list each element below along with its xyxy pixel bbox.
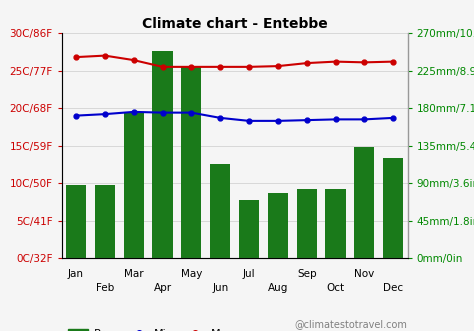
Bar: [383, 158, 403, 258]
Bar: [124, 112, 144, 258]
Text: Oct: Oct: [327, 283, 345, 293]
Text: Sep: Sep: [297, 269, 317, 279]
Text: Feb: Feb: [96, 283, 114, 293]
Text: Mar: Mar: [124, 269, 144, 279]
Bar: [239, 200, 259, 258]
Bar: [95, 185, 115, 258]
Text: @climatestotravel.com: @climatestotravel.com: [295, 319, 408, 329]
Bar: [153, 51, 173, 258]
Bar: [326, 189, 346, 258]
Text: Jan: Jan: [68, 269, 84, 279]
Text: Jul: Jul: [243, 269, 255, 279]
Bar: [181, 67, 201, 258]
Bar: [268, 193, 288, 258]
Text: May: May: [181, 269, 202, 279]
Bar: [210, 164, 230, 258]
Text: Dec: Dec: [383, 283, 403, 293]
Text: Aug: Aug: [268, 283, 288, 293]
Title: Climate chart - Entebbe: Climate chart - Entebbe: [142, 17, 328, 30]
Text: Apr: Apr: [154, 283, 172, 293]
Text: Nov: Nov: [354, 269, 374, 279]
Text: Jun: Jun: [212, 283, 228, 293]
Bar: [297, 189, 317, 258]
Bar: [354, 147, 374, 258]
Bar: [66, 185, 86, 258]
Legend: Prec, Min, Max: Prec, Min, Max: [64, 324, 238, 331]
